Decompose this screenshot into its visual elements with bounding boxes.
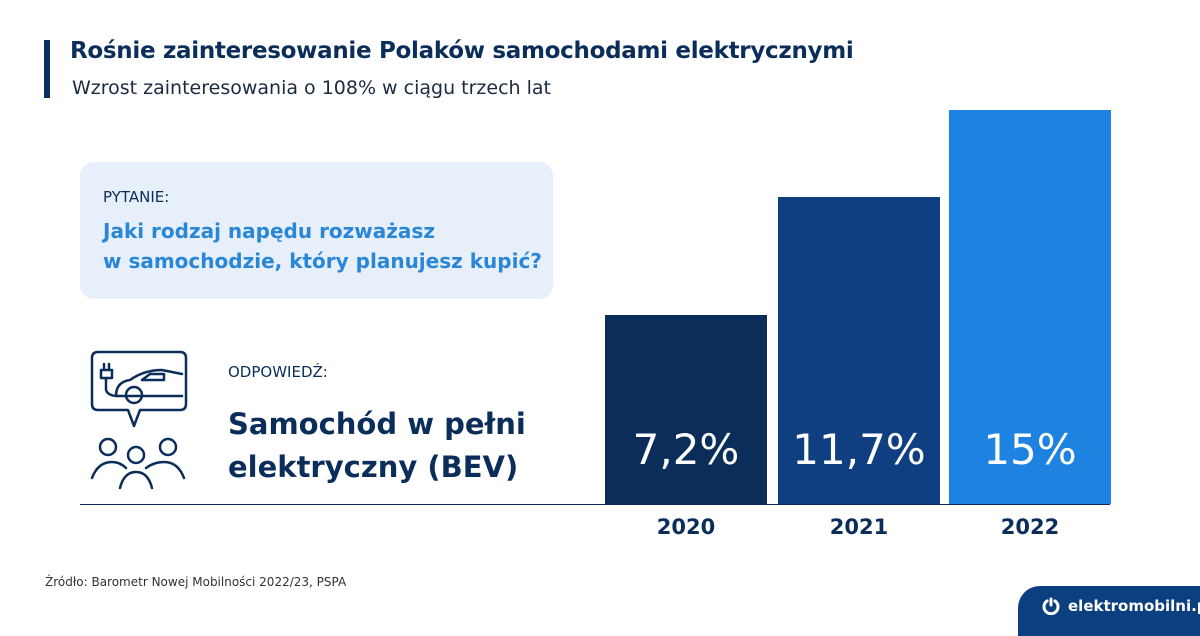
ev-car-speech-bubble-people-icon [90, 350, 188, 490]
power-icon [1042, 597, 1060, 615]
data-label: 11,7% [792, 424, 926, 474]
page-title: Rośnie zainteresowanie Polaków samochoda… [70, 38, 854, 64]
brand-name: elektromobilni.pl [1068, 597, 1200, 615]
chart-baseline [80, 504, 1110, 505]
question-label: PYTANIE: [103, 188, 170, 206]
question-text: Jaki rodzaj napędu rozważasz w samochodz… [103, 219, 542, 273]
title-accent-bar [44, 40, 50, 98]
x-tick-label: 2021 [829, 515, 889, 539]
data-label: 7,2% [632, 424, 740, 474]
answer-label: ODPOWIEDŹ: [228, 363, 328, 381]
bar-2020: 7,2% [605, 314, 767, 504]
answer-text: Samochód w pełni elektryczny (BEV) [228, 407, 526, 484]
source-note: Źródło: Barometr Nowej Mobilności 2022/2… [45, 575, 347, 589]
bar-2021: 11,7% [778, 196, 940, 504]
x-tick-label: 2022 [1000, 515, 1060, 539]
x-tick-label: 2020 [656, 515, 716, 539]
bar-2022: 15% [949, 110, 1111, 504]
data-label: 15% [983, 425, 1077, 474]
question-box [80, 162, 553, 299]
brand-badge[interactable]: elektromobilni.pl [1018, 586, 1200, 636]
page-subtitle: Wzrost zainteresowania o 108% w ciągu tr… [72, 77, 551, 99]
